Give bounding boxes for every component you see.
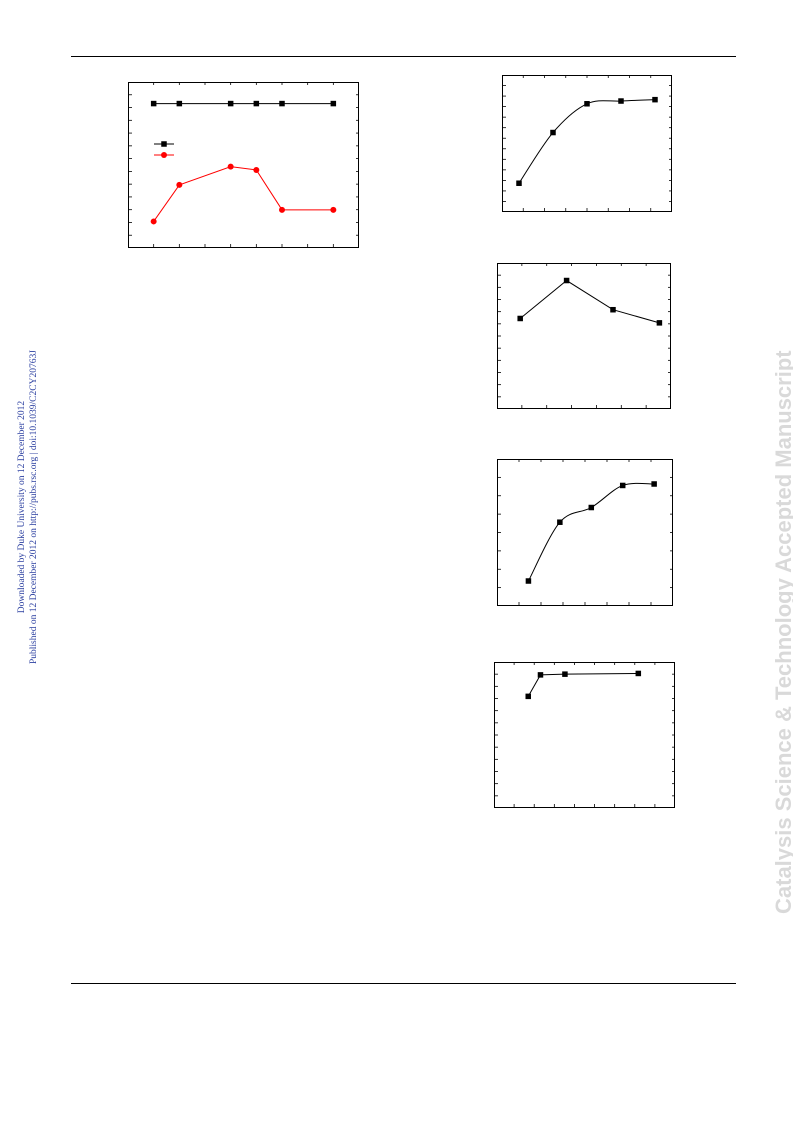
data-point (279, 100, 285, 107)
data-point (253, 100, 260, 107)
data-point (635, 670, 642, 677)
data-point (537, 672, 544, 678)
data-point (652, 96, 658, 103)
series-line (518, 99, 656, 184)
chart-b (502, 75, 672, 212)
series-line (519, 279, 660, 324)
data-point (610, 306, 616, 313)
data-point (150, 218, 157, 225)
data-point (150, 100, 157, 107)
data-point (176, 181, 183, 188)
plot-frame (128, 82, 359, 248)
footer-rule (71, 983, 736, 984)
data-point (618, 98, 624, 104)
series-line (527, 482, 655, 582)
plot-frame (494, 662, 675, 808)
data-point (588, 504, 595, 511)
download-note-line2[interactable]: Published on 12 December 2012 on http://… (29, 350, 39, 664)
data-point (584, 101, 590, 107)
data-point (525, 693, 531, 700)
data-point (253, 166, 260, 173)
data-point (563, 277, 570, 284)
data-point (330, 206, 337, 213)
chart-d (497, 459, 673, 606)
data-point (550, 129, 556, 136)
header-rule (71, 56, 736, 57)
series-line (153, 166, 334, 222)
data-point (651, 481, 657, 487)
data-point (562, 671, 568, 677)
plot-frame (497, 459, 673, 606)
download-note: Downloaded by Duke University on 12 Dece… (16, 350, 40, 664)
journal-watermark: Catalysis Science & Technology Accepted … (771, 350, 793, 914)
download-note-line1[interactable]: Downloaded by Duke University on 12 Dece… (17, 400, 27, 614)
plot-frame (497, 263, 671, 409)
data-point (619, 482, 626, 489)
data-point (517, 315, 523, 322)
plot-frame (502, 75, 672, 212)
data-point (516, 180, 522, 186)
data-point (176, 100, 183, 107)
data-point (330, 100, 337, 107)
chart-a (128, 82, 359, 248)
chart-e (494, 662, 675, 808)
data-point (279, 206, 285, 213)
data-point (227, 163, 234, 170)
data-point (525, 578, 532, 584)
data-point (656, 320, 663, 326)
chart-c (497, 263, 671, 409)
data-point (227, 100, 234, 107)
legend-marker (161, 141, 167, 147)
series-line (527, 672, 639, 697)
legend-marker (161, 152, 167, 158)
data-point (557, 519, 563, 525)
